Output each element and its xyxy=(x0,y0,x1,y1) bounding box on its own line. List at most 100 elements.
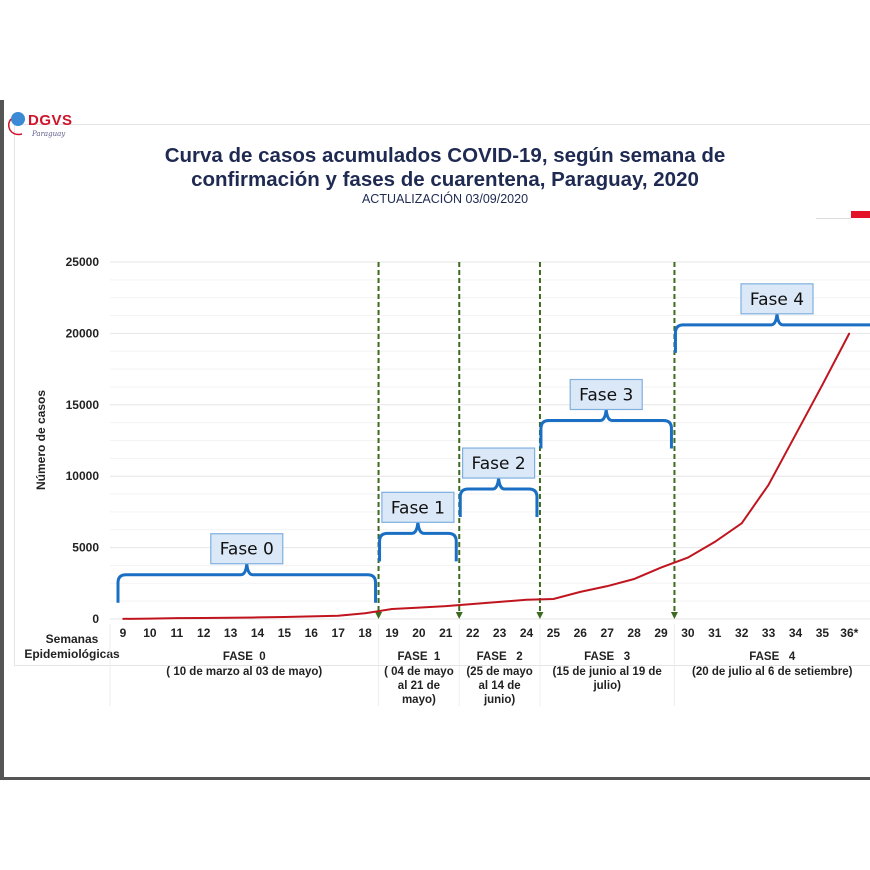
data-point xyxy=(337,614,340,617)
x-tick-label: 35 xyxy=(816,626,830,640)
dgvs-logo: DGVS Paraguay xyxy=(4,108,84,142)
x-tick-label: 24 xyxy=(520,626,534,640)
x-tick-label: 13 xyxy=(224,626,238,640)
x-axis-label-line: Epidemiológicas xyxy=(24,647,120,661)
y-tick-label: 10000 xyxy=(66,469,100,483)
phase-label-box xyxy=(210,533,284,565)
title-line-2: confirmación y fases de cuarentena, Para… xyxy=(191,168,699,191)
arrow-down-icon xyxy=(670,612,678,619)
y-tick-label: 5000 xyxy=(72,541,99,555)
x-tick-label: 16 xyxy=(305,626,319,640)
y-tick-label: 25000 xyxy=(66,255,100,269)
phase-name: FASE 2 xyxy=(477,651,523,663)
data-point xyxy=(176,617,178,619)
x-tick-label: 31 xyxy=(708,626,722,640)
phase-dates: ( 04 de mayo xyxy=(384,666,454,678)
data-point xyxy=(687,556,689,559)
phase-name: FASE 3 xyxy=(584,651,630,663)
data-point xyxy=(767,483,770,486)
x-tick-label: 34 xyxy=(789,626,803,640)
x-tick-label: 32 xyxy=(735,626,749,640)
x-tick-label: 10 xyxy=(143,626,157,640)
phase-dates: (25 de mayo xyxy=(466,666,532,678)
phase-name: FASE 4 xyxy=(749,651,796,663)
phase-dates: al 14 de xyxy=(478,680,520,692)
x-tick-label: 25 xyxy=(547,626,561,640)
update-date: ACTUALIZACIÓN 03/09/2020 xyxy=(361,192,529,206)
x-tick-label: 26 xyxy=(574,626,588,640)
x-tick-label: 33 xyxy=(762,626,776,640)
data-point xyxy=(794,433,797,436)
y-tick-label: 20000 xyxy=(66,326,100,340)
phase-label-box xyxy=(381,491,455,523)
data-point xyxy=(310,615,313,618)
x-tick-label: 20 xyxy=(412,626,426,640)
x-tick-label: 30 xyxy=(681,626,695,640)
data-point xyxy=(283,616,286,618)
data-point xyxy=(606,585,608,587)
phase-dates: mayo) xyxy=(402,694,436,706)
phase-name: FASE 1 xyxy=(397,651,440,663)
x-tick-label: 15 xyxy=(278,626,292,640)
phase-label: Fase 2 xyxy=(472,454,526,474)
arrow-down-icon xyxy=(536,612,544,619)
data-point xyxy=(552,598,555,600)
phase-label: Fase 0 xyxy=(220,540,274,560)
data-point xyxy=(445,605,447,607)
phase-label: Fase 4 xyxy=(750,290,804,310)
phase-brace xyxy=(539,409,673,449)
decorative-line xyxy=(816,218,851,219)
phase-dates: junio) xyxy=(483,694,515,706)
x-tick-label: 23 xyxy=(493,626,507,640)
phase-braces: Fase 0 Fase 1 Fase 2 Fase 3 Fase 4 xyxy=(116,283,870,603)
x-tick-label: 14 xyxy=(251,626,265,640)
phase-dates: (20 de julio al 6 de setiembre) xyxy=(692,666,853,678)
x-axis-label-line: Semanas xyxy=(46,632,99,646)
phase-label-box xyxy=(740,283,814,315)
data-point xyxy=(633,578,635,580)
y-axis-label: Número de casos xyxy=(34,390,48,490)
y-tick-label: 15000 xyxy=(66,398,100,412)
globe-map-icon xyxy=(7,112,25,136)
x-tick-label: 21 xyxy=(439,626,453,640)
data-point xyxy=(122,618,124,620)
phase-label-box xyxy=(569,378,643,411)
x-axis-ticks: 9 10 11 12 13 14 15 16 17 18 19 20 21 22 23 24 25 26 27 28 2… xyxy=(120,626,859,640)
x-tick-label: 28 xyxy=(627,626,641,640)
phase-dates: ( 10 de marzo al 03 de mayo) xyxy=(166,666,322,678)
data-point xyxy=(525,598,528,601)
arrow-down-icon xyxy=(375,612,383,619)
phase-brace xyxy=(458,477,539,518)
gridlines xyxy=(110,261,870,620)
data-point xyxy=(848,332,851,335)
phase-dates: (15 de junio al 19 de xyxy=(553,666,662,678)
x-tick-label: 9 xyxy=(120,626,127,640)
data-point xyxy=(740,522,743,525)
phase-brace xyxy=(378,522,458,562)
phase-brace xyxy=(673,313,870,353)
data-point xyxy=(256,616,259,619)
x-tick-label: 29 xyxy=(654,626,668,640)
x-tick-label: 17 xyxy=(332,626,346,640)
chart-title: Curva de casos acumulados COVID-19, segú… xyxy=(100,144,790,192)
data-point xyxy=(418,606,420,609)
title-line-1: Curva de casos acumulados COVID-19, segú… xyxy=(164,144,726,167)
phase-dates: al 21 de xyxy=(398,680,440,692)
phase-descriptions: FASE 0 ( 10 de marzo al 03 de mayo) FASE 1… xyxy=(166,651,852,706)
phase-label-box xyxy=(462,447,536,479)
data-point xyxy=(498,601,501,603)
data-point xyxy=(202,617,205,619)
x-tick-label: 36* xyxy=(840,626,858,640)
data-point xyxy=(149,617,151,620)
data-point xyxy=(229,616,232,619)
phase-dates: julio) xyxy=(592,680,621,692)
phase-label: Fase 3 xyxy=(579,386,633,406)
data-point xyxy=(364,612,366,615)
logo-text: DGVS xyxy=(28,112,73,129)
red-accent-mark xyxy=(851,211,870,218)
y-tick-label: 0 xyxy=(92,612,99,626)
data-point xyxy=(391,608,393,610)
phase-name: FASE 0 xyxy=(223,651,266,663)
y-axis-ticks: 0 5000 10000 15000 20000 25000 xyxy=(66,255,100,626)
